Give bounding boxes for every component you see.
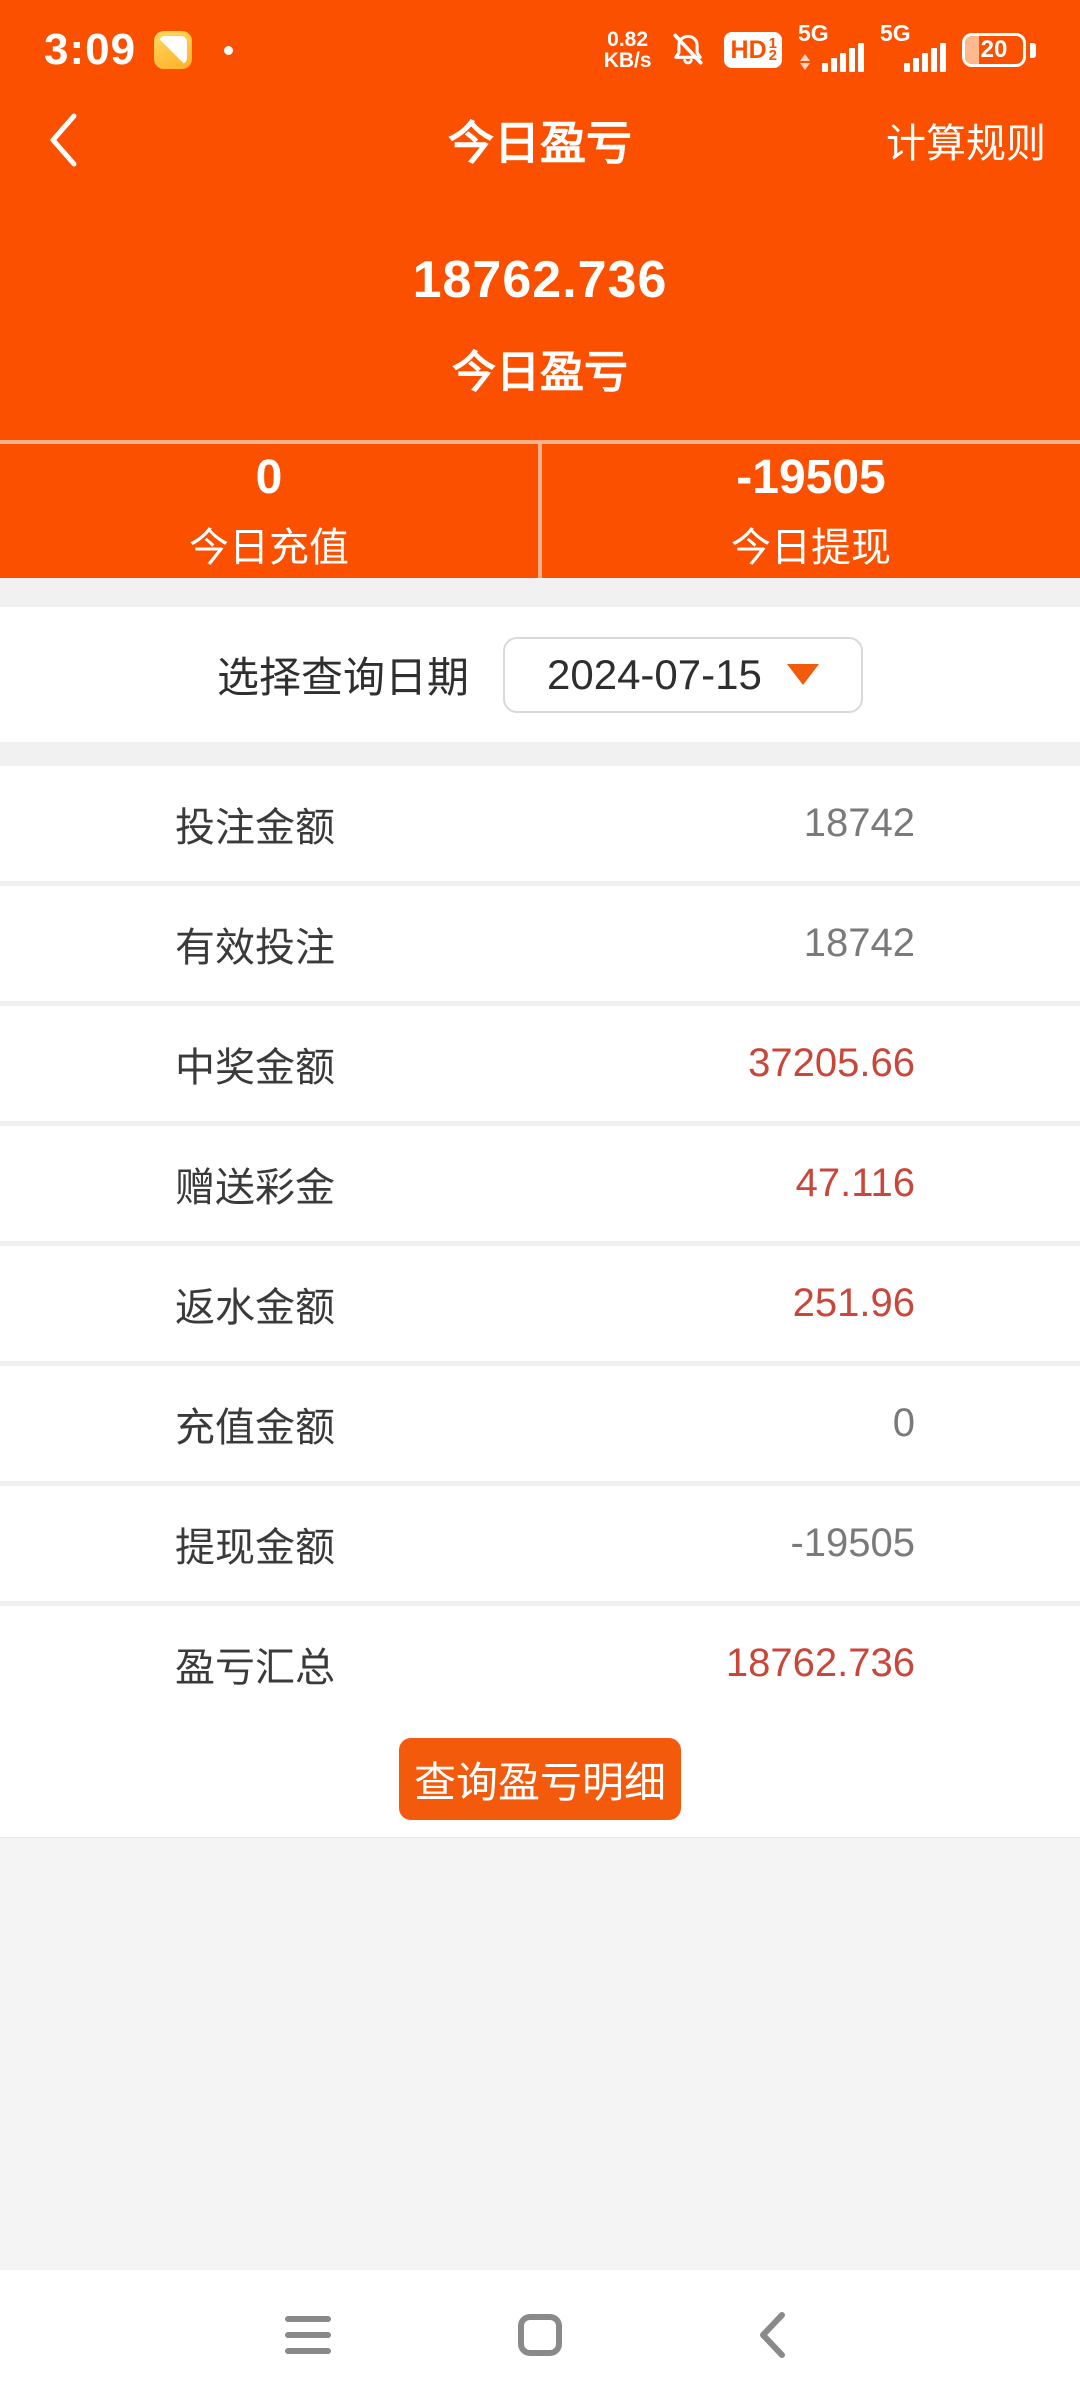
row-value: 47.116 bbox=[795, 1161, 915, 1205]
list-row-bet-amount: 投注金额 18742 bbox=[0, 766, 1080, 881]
date-picker-label: 选择查询日期 bbox=[216, 654, 469, 701]
stat-divider bbox=[538, 444, 542, 578]
row-divider bbox=[0, 1361, 1080, 1366]
system-navigation-bar bbox=[0, 2270, 1080, 2400]
stat-withdraw-value: -19505 bbox=[736, 450, 886, 504]
battery-cap-icon bbox=[1030, 42, 1036, 58]
row-value: 18742 bbox=[803, 921, 915, 965]
notification-dot-icon bbox=[224, 45, 234, 55]
sim2-signal-bars-icon bbox=[904, 43, 946, 72]
system-back-button[interactable] bbox=[727, 2290, 817, 2380]
background-filler bbox=[0, 1837, 1080, 2270]
list-row-profit-total: 盈亏汇总 18762.736 bbox=[0, 1606, 1080, 1721]
network-speed-value: 0.82 bbox=[607, 28, 649, 51]
list-row-bonus: 赠送彩金 47.116 bbox=[0, 1126, 1080, 1241]
status-bar-right: 0.82 KB/s HD 1 2 5G 5G bbox=[604, 20, 1036, 78]
mute-bell-icon bbox=[673, 33, 703, 65]
hd-sim-numbers: 1 2 bbox=[768, 35, 777, 64]
row-divider bbox=[0, 1121, 1080, 1126]
sim1-network-type: 5G bbox=[798, 20, 829, 46]
battery-fill bbox=[965, 36, 979, 64]
date-picker-select[interactable]: 2024-07-15 bbox=[503, 636, 863, 713]
calculation-rules-link[interactable]: 计算规则 bbox=[886, 122, 1046, 166]
button-section: 查询盈亏明细 bbox=[0, 1721, 1080, 1837]
sim1-signal-bars-icon bbox=[822, 43, 864, 72]
row-divider bbox=[0, 1481, 1080, 1486]
hd-sim2: 2 bbox=[768, 47, 777, 64]
row-divider bbox=[0, 1241, 1080, 1246]
query-profit-details-button[interactable]: 查询盈亏明细 bbox=[399, 1738, 681, 1820]
today-stats: 0 今日充值 -19505 今日提现 bbox=[0, 440, 1080, 578]
status-bar: 3:09 0.82 KB/s HD 1 2 5G bbox=[0, 0, 1080, 100]
row-value: 251.96 bbox=[792, 1281, 915, 1325]
sim2-signal-icon: 5G bbox=[880, 20, 946, 78]
date-picker-value: 2024-07-15 bbox=[547, 650, 762, 698]
list-row-winnings: 中奖金额 37205.66 bbox=[0, 1006, 1080, 1121]
dropdown-caret-icon bbox=[787, 664, 819, 685]
list-row-rebate: 返水金额 251.96 bbox=[0, 1246, 1080, 1361]
recents-button[interactable] bbox=[263, 2290, 353, 2380]
recents-icon bbox=[284, 2316, 331, 2354]
date-picker-section: 选择查询日期 2024-07-15 bbox=[0, 607, 1080, 742]
sim1-signal-icon: 5G bbox=[798, 20, 864, 78]
stat-withdraw: -19505 今日提现 bbox=[542, 444, 1080, 578]
row-label: 投注金额 bbox=[175, 805, 335, 850]
network-speed-unit: KB/s bbox=[603, 49, 652, 72]
list-row-valid-bet: 有效投注 18742 bbox=[0, 886, 1080, 1001]
hd-sim1: 1 bbox=[768, 35, 777, 52]
list-row-withdraw-amount: 提现金额 -19505 bbox=[0, 1486, 1080, 1601]
section-gap bbox=[0, 578, 1080, 607]
row-label: 赠送彩金 bbox=[175, 1165, 335, 1210]
row-value: 18742 bbox=[803, 801, 915, 845]
back-button[interactable] bbox=[40, 110, 86, 170]
stat-deposit-value: 0 bbox=[255, 450, 283, 504]
sim2-network-type: 5G bbox=[880, 20, 911, 46]
row-label: 有效投注 bbox=[175, 925, 335, 970]
home-button[interactable] bbox=[495, 2290, 585, 2380]
volte-hd-icon: HD 1 2 bbox=[723, 32, 782, 68]
row-label: 盈亏汇总 bbox=[175, 1645, 335, 1690]
status-bar-left: 3:09 bbox=[44, 25, 234, 75]
row-divider bbox=[0, 881, 1080, 886]
row-label: 返水金额 bbox=[175, 1285, 335, 1330]
battery-percent: 20 bbox=[980, 36, 1008, 63]
hero-label: 今日盈亏 bbox=[452, 348, 628, 397]
row-divider bbox=[0, 1001, 1080, 1006]
screen-recorder-icon bbox=[154, 31, 193, 69]
system-back-icon bbox=[760, 2312, 786, 2358]
clock: 3:09 bbox=[44, 25, 137, 74]
page-title: 今日盈亏 bbox=[448, 117, 632, 169]
row-value: 37205.66 bbox=[748, 1041, 915, 1085]
row-divider bbox=[0, 1601, 1080, 1606]
battery-icon: 20 bbox=[962, 33, 1026, 67]
network-speed-indicator: 0.82 KB/s bbox=[604, 29, 652, 71]
row-value: 18762.736 bbox=[725, 1641, 915, 1685]
row-value: -19505 bbox=[790, 1521, 915, 1565]
app-bar: 今日盈亏 计算规则 bbox=[0, 100, 1080, 180]
stat-deposit-label: 今日充值 bbox=[189, 525, 349, 570]
row-value: 0 bbox=[892, 1401, 915, 1445]
hero-amount: 18762.736 bbox=[412, 251, 668, 309]
hd-label: HD bbox=[730, 35, 767, 64]
row-label: 充值金额 bbox=[175, 1405, 335, 1450]
row-label: 中奖金额 bbox=[175, 1045, 335, 1090]
home-icon bbox=[518, 2314, 562, 2356]
row-label: 提现金额 bbox=[175, 1525, 335, 1570]
screen-recorder-icon-glyph bbox=[159, 36, 188, 64]
data-activity-arrows-icon bbox=[800, 54, 810, 70]
hero-summary: 18762.736 今日盈亏 bbox=[0, 180, 1080, 440]
stat-withdraw-label: 今日提现 bbox=[731, 525, 891, 570]
stat-deposit: 0 今日充值 bbox=[0, 444, 538, 578]
list-row-deposit-amount: 充值金额 0 bbox=[0, 1366, 1080, 1481]
back-chevron-icon bbox=[50, 113, 77, 167]
section-gap bbox=[0, 742, 1080, 766]
